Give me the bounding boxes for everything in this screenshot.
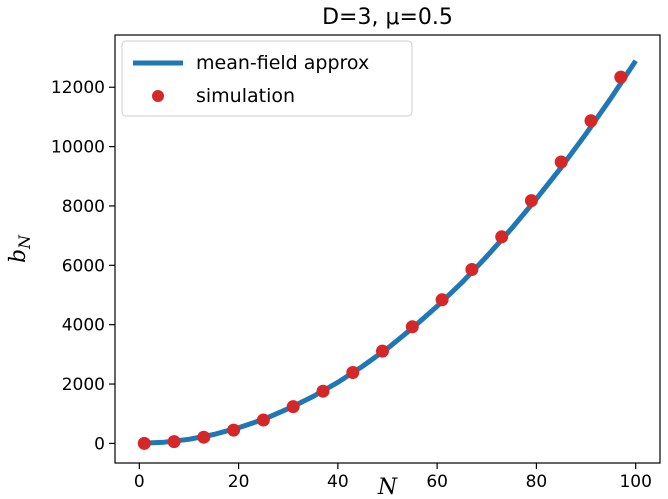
data-point-simulation xyxy=(405,320,419,334)
x-tick-label: 40 xyxy=(327,472,349,492)
axes-layer xyxy=(114,34,661,464)
x-tick-label: 60 xyxy=(426,472,448,492)
legend-label-simulation: simulation xyxy=(196,85,295,107)
data-point-simulation xyxy=(256,413,270,427)
y-axis-label: bN xyxy=(6,234,34,263)
y-tick-label: 0 xyxy=(94,434,105,454)
data-point-simulation xyxy=(286,400,300,414)
legend: mean-field approx simulation xyxy=(121,40,413,117)
legend-box xyxy=(121,40,413,117)
data-point-simulation xyxy=(227,423,241,437)
x-tick-label: 100 xyxy=(619,472,651,492)
data-point-simulation xyxy=(495,230,509,244)
data-point-simulation xyxy=(137,436,151,450)
y-tick-label: 2000 xyxy=(62,375,105,395)
data-point-simulation xyxy=(167,435,181,449)
data-point-simulation xyxy=(435,293,449,307)
y-axis-label-main: b xyxy=(6,249,31,263)
data-point-simulation xyxy=(614,70,628,84)
data-point-simulation xyxy=(346,366,360,379)
data-point-simulation xyxy=(524,194,538,208)
y-axis-label-subscript: N xyxy=(15,234,34,250)
plot-frame xyxy=(114,34,661,464)
y-tick-label: 10000 xyxy=(51,138,105,158)
data-point-simulation xyxy=(197,430,211,444)
y-tick-label: 12000 xyxy=(51,78,105,98)
ticks-layer: 0 20 40 60 80 100 0 2000 4000 6000 8000 10000 12000 xyxy=(51,78,652,492)
x-tick-label: 0 xyxy=(134,472,145,492)
data-point-simulation xyxy=(554,155,568,169)
data-point-simulation xyxy=(376,344,389,358)
chart-title: D=3, μ=0.5 xyxy=(322,5,453,30)
legend-swatch-simulation xyxy=(152,90,164,102)
y-tick-label: 8000 xyxy=(62,197,105,217)
y-tick-label: 6000 xyxy=(62,256,105,276)
data-point-simulation xyxy=(465,263,479,276)
data-point-simulation xyxy=(316,384,330,398)
x-tick-label: 20 xyxy=(228,472,250,492)
x-axis-label: N xyxy=(377,475,398,499)
legend-label-mean-field: mean-field approx xyxy=(196,52,369,74)
marks-layer xyxy=(137,59,638,450)
y-tick-label: 4000 xyxy=(62,316,105,336)
data-point-simulation xyxy=(584,114,598,128)
x-tick-label: 80 xyxy=(526,472,548,492)
